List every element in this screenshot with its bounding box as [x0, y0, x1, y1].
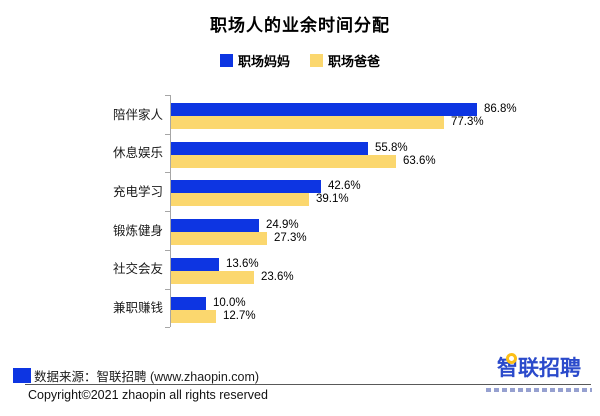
legend-item-0: 职场妈妈 [219, 51, 290, 70]
zhaopin-logo-dot-icon [506, 353, 517, 364]
y-axis-tick [165, 289, 170, 290]
y-axis-tick [165, 95, 170, 96]
bar-职场妈妈-3 [171, 219, 259, 232]
legend-swatch-icon [219, 54, 233, 67]
footer-blue-swatch-icon [13, 368, 31, 383]
value-label: 10.0% [213, 297, 246, 309]
value-label: 24.9% [266, 219, 299, 231]
chart-title: 职场人的业余时间分配 [210, 16, 390, 35]
value-label: 39.1% [316, 193, 349, 205]
bar-职场妈妈-4 [171, 258, 219, 271]
bar-职场妈妈-1 [171, 142, 368, 155]
legend-label: 职场妈妈 [237, 54, 290, 69]
y-axis-line [170, 95, 171, 328]
value-label: 27.3% [274, 232, 307, 244]
value-label: 23.6% [261, 271, 294, 283]
footer-divider [25, 384, 591, 385]
y-axis-tick [165, 172, 170, 173]
legend-label: 职场爸爸 [328, 54, 381, 69]
y-axis-tick [165, 211, 170, 212]
category-label: 兼职赚钱 [112, 301, 163, 315]
copyright-text: Copyright©2021 zhaopin all rights reserv… [28, 388, 268, 402]
legend-swatch-icon [310, 54, 323, 67]
legend: 职场妈妈 职场爸爸 [0, 51, 600, 70]
zhaopin-logo-tagline-strip [486, 388, 592, 392]
category-label: 社交会友 [112, 262, 163, 276]
bar-职场妈妈-2 [171, 180, 321, 193]
category-label: 陪伴家人 [112, 108, 163, 122]
y-axis-tick [165, 327, 170, 328]
bar-职场妈妈-0 [171, 103, 477, 116]
value-label: 86.8% [484, 103, 517, 115]
zhaopin-logo: 智联招聘 [497, 352, 597, 380]
legend-item-1: 职场爸爸 [310, 51, 380, 70]
value-label: 55.8% [375, 142, 408, 154]
data-source-text: 数据来源：智联招聘 (www.zhaopin.com) [34, 370, 260, 384]
value-label: 13.6% [226, 258, 259, 270]
bar-职场爸爸-4 [171, 271, 254, 284]
value-label: 63.6% [403, 155, 436, 167]
bar-职场爸爸-5 [171, 310, 216, 323]
y-axis-tick [165, 134, 170, 135]
category-label: 锻炼健身 [112, 224, 163, 238]
bar-职场爸爸-3 [171, 232, 267, 245]
bar-职场爸爸-2 [171, 193, 309, 206]
bar-职场妈妈-5 [171, 297, 206, 310]
value-label: 42.6% [328, 180, 361, 192]
y-axis-tick [165, 250, 170, 251]
bar-chart-plot: 陪伴家人 86.8% 77.3% 休息娱乐 55.8% 63.6% 充电学习 42.6% 39.… [112, 95, 517, 328]
bar-职场爸爸-1 [171, 155, 396, 168]
value-label: 77.3% [451, 116, 484, 128]
footer-source-row: 数据来源：智联招聘 (www.zhaopin.com) [13, 366, 259, 385]
bar-职场爸爸-0 [171, 116, 444, 129]
category-label: 休息娱乐 [112, 146, 163, 160]
zhaopin-logo-text: 智联招聘 [497, 357, 581, 380]
category-label: 充电学习 [112, 185, 163, 199]
value-label: 12.7% [223, 310, 256, 322]
